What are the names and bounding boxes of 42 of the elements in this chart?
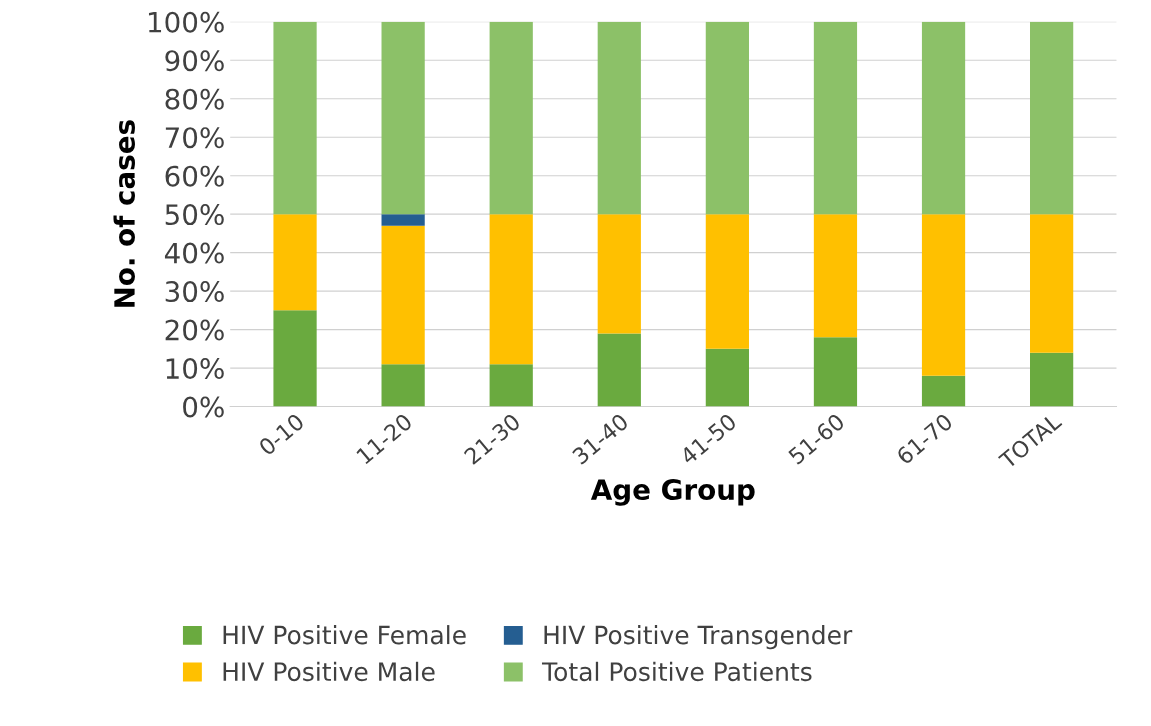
- y-tick-label: 20%: [165, 319, 224, 341]
- bar: [597, 214, 641, 334]
- bar: [1030, 214, 1074, 353]
- y-tick-label: 70%: [165, 127, 224, 149]
- y-tick-label: 40%: [164, 242, 224, 264]
- y-tick-label: 90%: [165, 50, 224, 72]
- bar: [1030, 352, 1074, 407]
- legend-label: HIV Positive Transgender: [544, 625, 853, 650]
- y-tick-label: 80%: [165, 88, 224, 110]
- y-axis-title: No. of cases: [113, 120, 135, 307]
- y-tick-label: 10%: [166, 358, 224, 380]
- bar: [381, 225, 425, 365]
- bar: [597, 333, 641, 407]
- bar: [489, 214, 533, 365]
- y-tick-label: 50%: [165, 204, 224, 226]
- y-tick-label: 30%: [165, 281, 224, 303]
- bar: [705, 348, 749, 407]
- bar: [381, 214, 425, 226]
- x-axis-title: Age Group: [590, 479, 755, 506]
- bar: [1030, 21, 1074, 215]
- bar: [705, 214, 749, 349]
- bar: [813, 337, 858, 407]
- bar: [597, 21, 641, 215]
- legend-label: HIV Positive Male: [223, 661, 435, 682]
- bar: [921, 375, 966, 407]
- bar: [921, 214, 966, 376]
- bar: [813, 21, 858, 215]
- legend-label: Total Positive Patients: [541, 661, 812, 682]
- bar: [273, 214, 317, 311]
- bar: [489, 21, 533, 215]
- bar: [705, 21, 749, 215]
- bar: [813, 214, 858, 338]
- legend-label: HIV Positive Female: [223, 625, 466, 645]
- bar: [489, 364, 533, 407]
- bar: [273, 310, 317, 407]
- bar: [921, 21, 966, 215]
- bar: [381, 21, 425, 215]
- y-tick-label: 0%: [183, 396, 224, 418]
- y-tick-label: 60%: [165, 165, 224, 187]
- bar: [273, 21, 317, 215]
- bar: [381, 364, 425, 407]
- y-tick-label: 100%: [148, 11, 224, 33]
